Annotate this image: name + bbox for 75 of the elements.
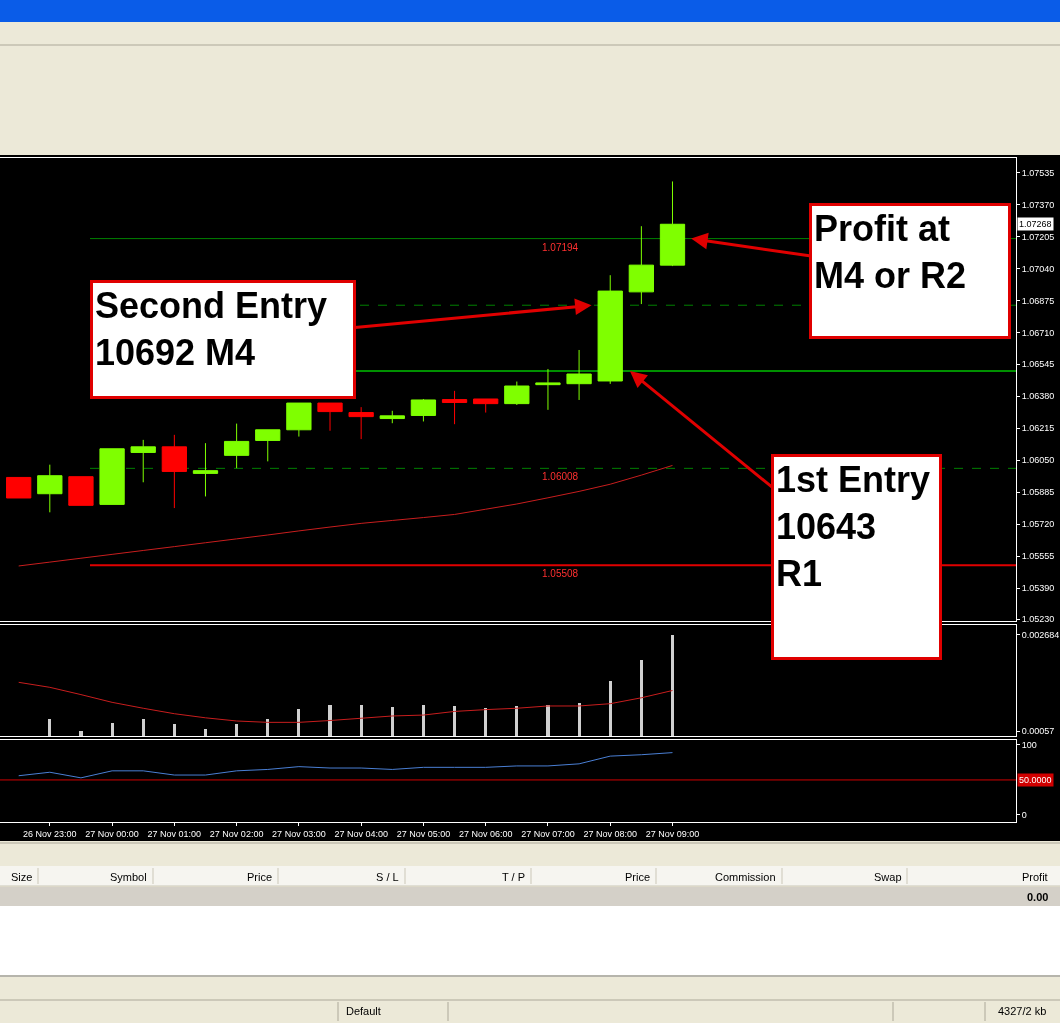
text: Swap	[874, 871, 902, 883]
y-tick-label: 0.00057	[1021, 726, 1055, 737]
text: S / L	[376, 871, 399, 883]
candlestick	[286, 402, 312, 438]
candlestick	[317, 402, 343, 432]
x-tick-label: 27 Nov 05:00	[396, 828, 451, 839]
x-tick-label: 27 Nov 02:00	[209, 828, 264, 839]
annotation: Profit at M4 or R2	[814, 208, 967, 296]
y-tick-label: 1.05885	[1021, 487, 1055, 498]
text: Profit	[1022, 871, 1048, 883]
candlestick	[37, 464, 63, 513]
y-tick-label: 1.06545	[1021, 359, 1055, 370]
text: Size	[11, 871, 33, 883]
x-tick-label: 27 Nov 07:00	[521, 828, 575, 839]
text: Commission	[715, 871, 776, 883]
x-tick-label: 27 Nov 06:00	[458, 828, 513, 839]
y-tick-label: 1.06875	[1021, 295, 1055, 306]
text: Default	[346, 1005, 381, 1017]
text: Price	[247, 871, 273, 883]
y-tick-label: 1.07370	[1021, 199, 1055, 210]
candlestick	[130, 439, 156, 483]
ref-line-label: 1.07194	[542, 242, 579, 253]
text: T / P	[502, 871, 526, 883]
ref-line-label: 1.06008	[542, 471, 579, 482]
x-tick-label: 27 Nov 08:00	[583, 828, 637, 839]
line-series	[18, 464, 673, 567]
ref-line-label: 1.05508	[542, 568, 579, 579]
y-tick-label: 1.07205	[1021, 231, 1055, 242]
ref-line-label: 50.0000	[1019, 775, 1052, 785]
candlestick	[379, 410, 405, 424]
candlestick	[441, 390, 468, 425]
y-tick-label: 1.06215	[1021, 423, 1055, 434]
candlestick	[255, 429, 281, 462]
candlestick	[504, 381, 530, 406]
candlestick	[628, 225, 654, 305]
y-tick-label: 0	[1021, 810, 1027, 821]
text: 0.00	[1027, 891, 1049, 903]
annotation: Second Entry 10692 M4	[95, 285, 328, 373]
x-tick-label: 27 Nov 09:00	[645, 828, 700, 839]
y-tick-label: 1.07040	[1021, 263, 1055, 274]
y-tick-label: 1.06050	[1021, 455, 1055, 466]
x-tick-label: 27 Nov 03:00	[272, 828, 326, 839]
candlestick	[410, 398, 437, 422]
candlestick	[223, 423, 250, 469]
x-tick-label: 26 Nov 23:00	[23, 828, 77, 839]
y-tick-label: 100	[1021, 740, 1037, 751]
y-tick-label: 1.05230	[1021, 614, 1055, 625]
text: Symbol	[110, 871, 147, 883]
line-series	[18, 681, 673, 723]
candlestick	[6, 476, 32, 499]
annotation: 1st Entry 10643 R1	[776, 459, 931, 594]
candlestick	[99, 448, 125, 505]
y-tick-label: 1.05555	[1021, 551, 1055, 562]
line-series	[18, 752, 673, 779]
x-tick-label: 27 Nov 04:00	[334, 828, 388, 839]
y-tick-label: 1.06710	[1021, 327, 1055, 338]
candlestick	[348, 406, 374, 440]
y-tick-label: 1.06380	[1021, 391, 1055, 402]
candlestick	[566, 349, 592, 401]
candlestick	[68, 476, 94, 506]
y-tick-label: 1.07535	[1021, 167, 1055, 178]
candlestick	[535, 368, 561, 411]
candlestick	[659, 180, 686, 267]
candlestick	[161, 434, 187, 509]
x-tick-label: 27 Nov 00:00	[85, 828, 139, 839]
x-tick-label: 27 Nov 01:00	[147, 828, 202, 839]
text: Price	[625, 871, 651, 883]
candlestick	[597, 274, 623, 385]
y-tick-label: 1.05720	[1021, 519, 1055, 530]
y-tick-label: 0.002684	[1021, 629, 1060, 640]
y-tick-label: 1.05390	[1021, 583, 1055, 594]
candlestick	[192, 442, 219, 497]
text: 4327/2 kb	[998, 1005, 1047, 1017]
candlestick	[473, 398, 499, 414]
annotation: 1.07268	[1019, 219, 1052, 229]
